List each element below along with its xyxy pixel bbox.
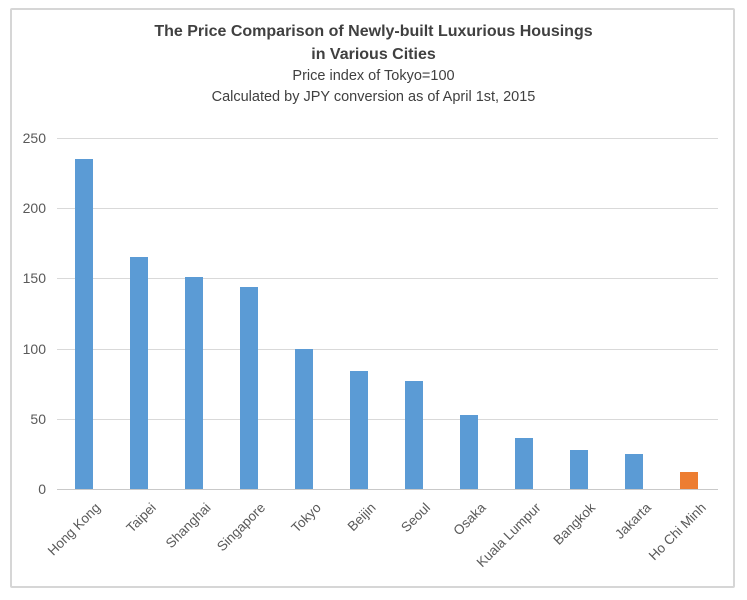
x-label-jakarta: Jakarta (611, 500, 654, 542)
bar-taipei (130, 257, 148, 489)
x-label-hong-kong: Hong Kong (45, 500, 104, 559)
gridline-100 (57, 348, 718, 350)
bar-beijin (350, 371, 368, 489)
y-tick-label-200: 200 (22, 200, 46, 217)
chart-title-block: The Price Comparison of Newly-built Luxu… (0, 20, 747, 108)
bar-tokyo (295, 348, 313, 489)
x-label-beijin: Beijin (344, 500, 379, 534)
y-tick-label-100: 100 (22, 340, 46, 357)
gridline-0 (57, 489, 718, 490)
gridline-250 (57, 138, 718, 139)
gridline-50 (57, 418, 718, 420)
bar-seoul (405, 380, 423, 489)
x-label-shanghai: Shanghai (162, 500, 214, 551)
bar-bangkok (570, 449, 588, 489)
y-tick-label-250: 250 (22, 130, 46, 146)
gridline-150 (57, 278, 718, 280)
x-label-osaka: Osaka (450, 500, 489, 539)
chart-subtitle-2: Calculated by JPY conversion as of April… (211, 89, 536, 105)
x-label-taipei: Taipei (123, 500, 159, 536)
bar-singapore (240, 286, 258, 489)
chart-subtitle-1: Price index of Tokyo=100 (292, 68, 455, 84)
x-label-seoul: Seoul (398, 500, 434, 536)
bar-osaka (460, 414, 478, 489)
x-label-singapore: Singapore (214, 500, 269, 555)
bar-jakarta (625, 453, 643, 489)
bar-kuala-lumpur (515, 438, 533, 489)
y-tick-label-150: 150 (22, 270, 46, 287)
x-label-tokyo: Tokyo (288, 500, 324, 536)
bar-ho-chi-minh (680, 472, 698, 489)
y-tick-label-50: 50 (30, 410, 46, 427)
chart-title-line-1: The Price Comparison of Newly-built Luxu… (154, 23, 593, 40)
gridline-200 (57, 208, 718, 210)
bar-shanghai (185, 276, 203, 489)
x-label-bangkok: Bangkok (550, 500, 599, 548)
y-tick-label-0: 0 (38, 481, 46, 497)
chart-title-line-2: in Various Cities (311, 46, 436, 63)
bar-hong-kong (75, 159, 93, 489)
x-label-ho-chi-minh: Ho Chi Minh (645, 500, 709, 564)
